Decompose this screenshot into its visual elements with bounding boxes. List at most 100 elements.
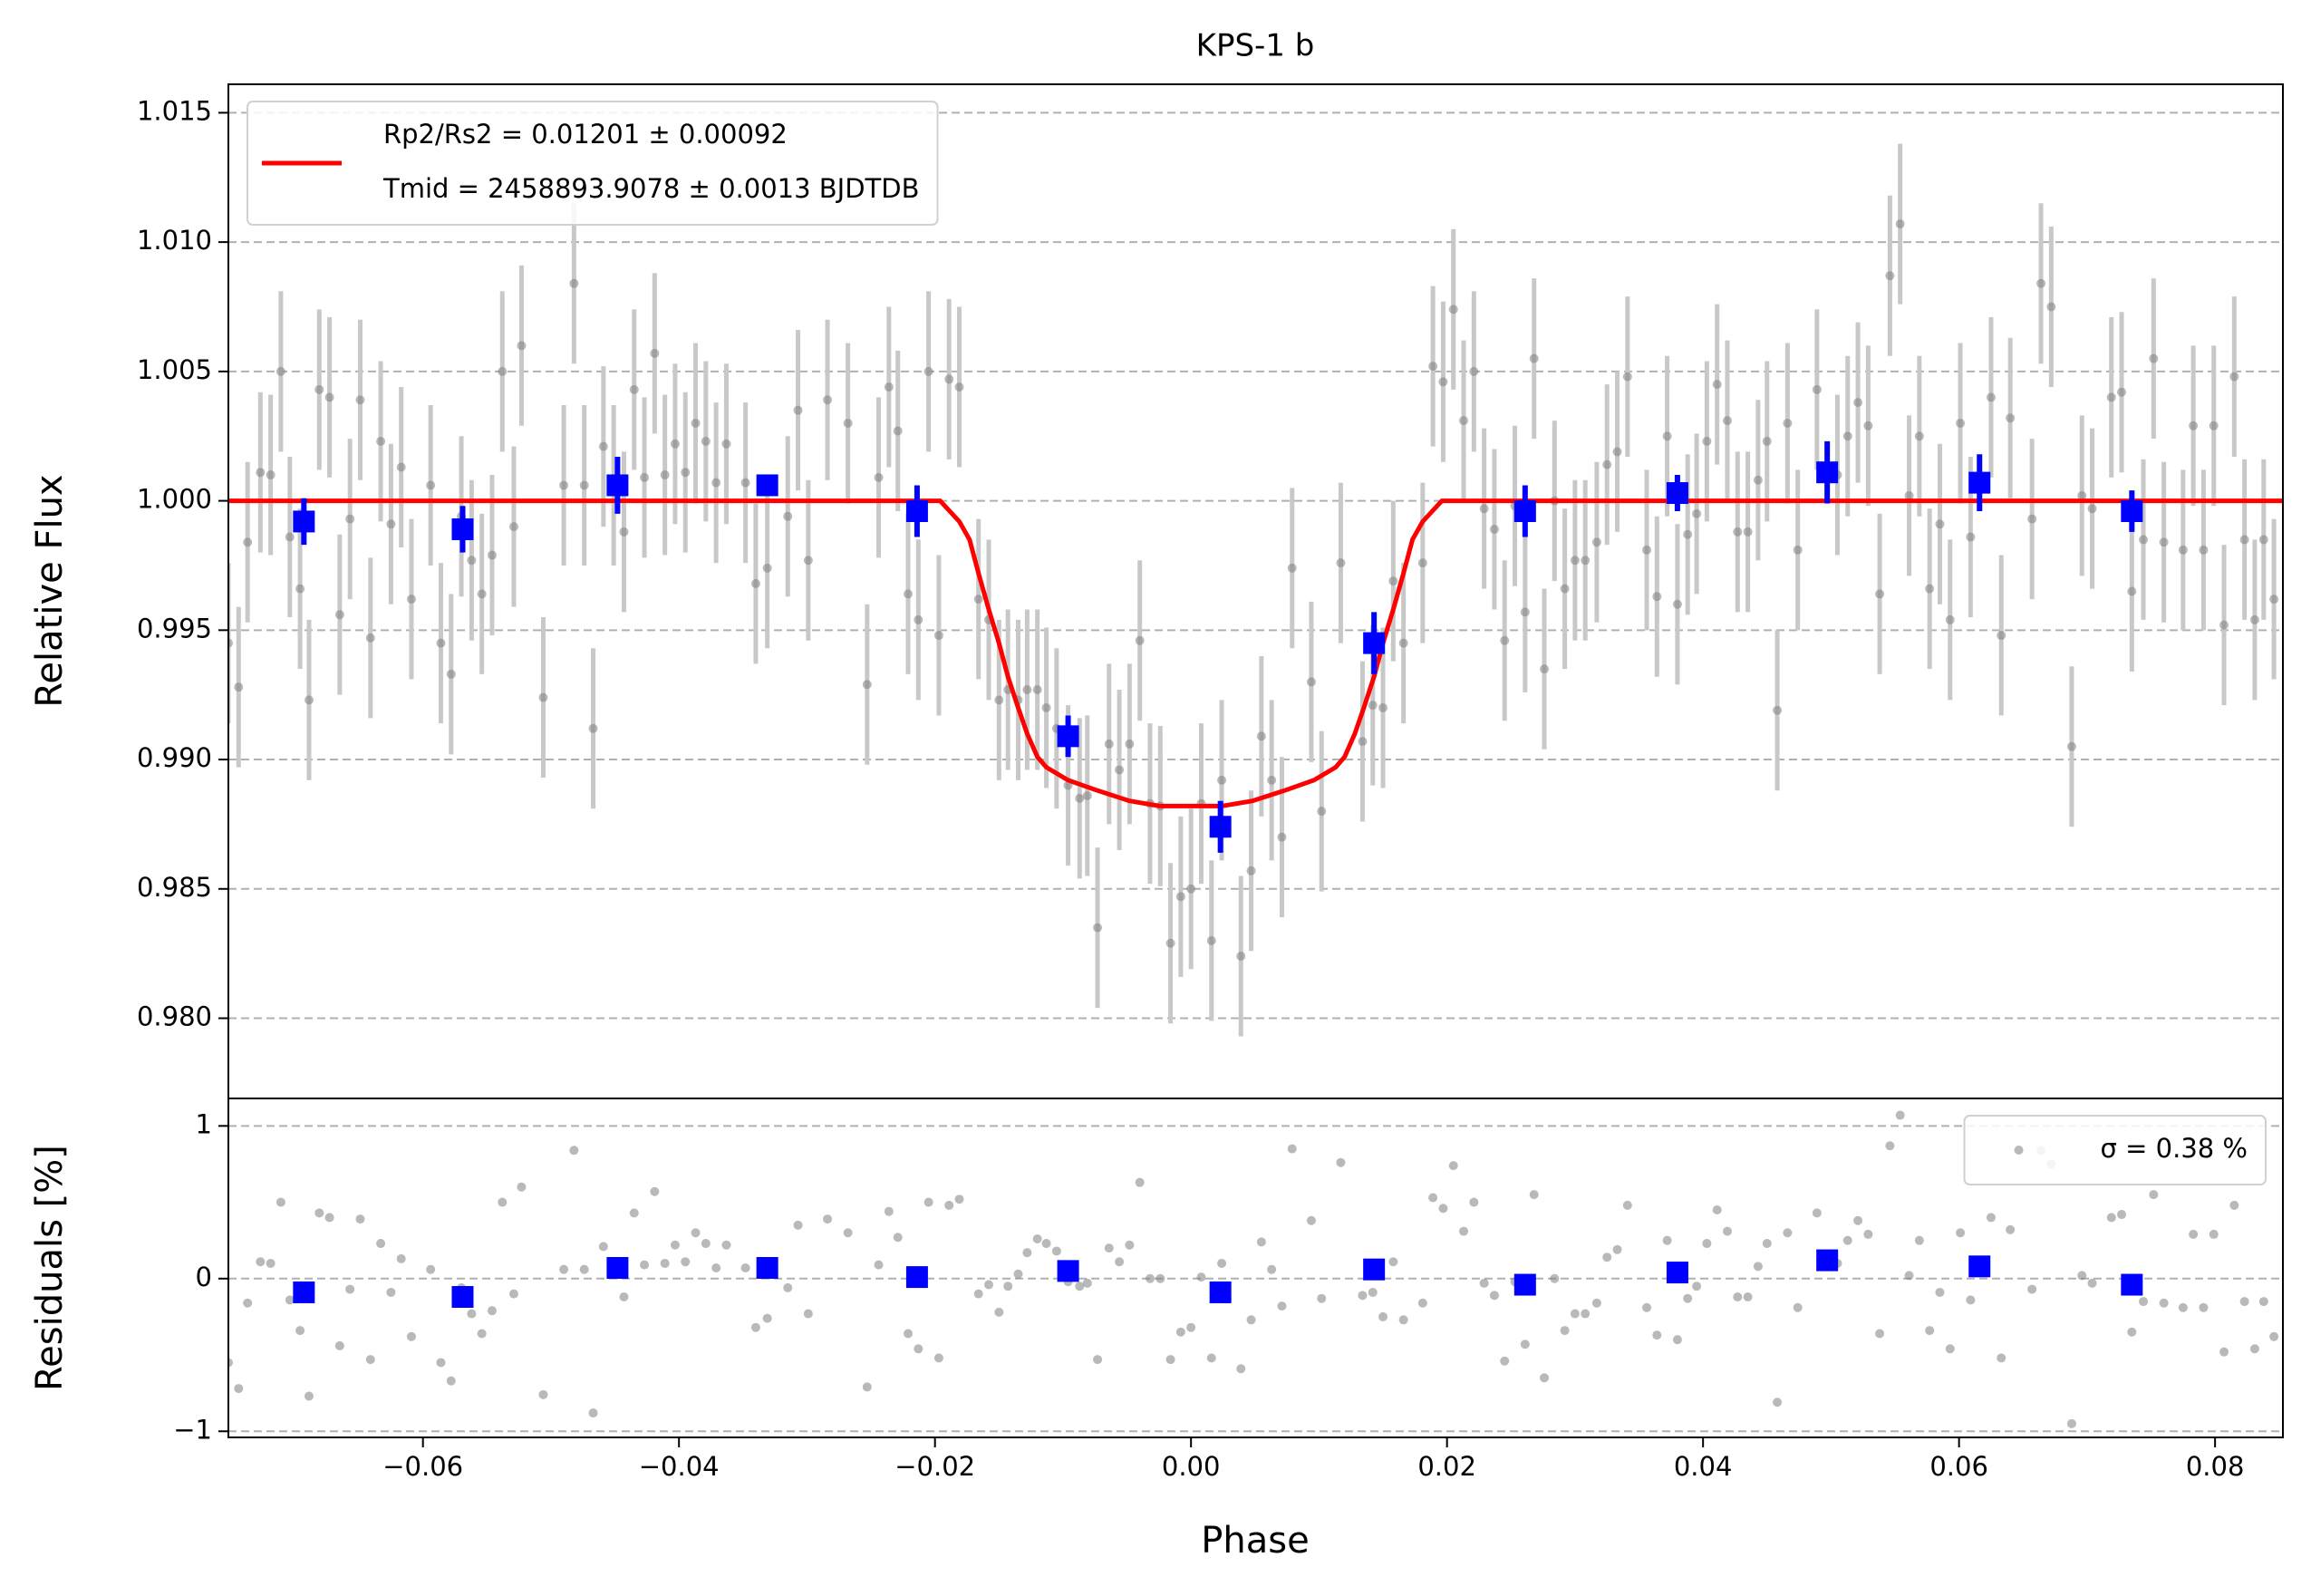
x-tick-label: 0.00 <box>1162 1451 1221 1482</box>
data-point <box>691 418 701 428</box>
data-point <box>1277 832 1287 842</box>
data-point <box>2249 614 2259 624</box>
data-point <box>984 1280 994 1290</box>
data-point <box>1448 1161 1458 1171</box>
data-point <box>2036 278 2046 288</box>
data-point <box>1997 631 2006 641</box>
data-point <box>1762 1239 1772 1249</box>
data-point <box>1236 1364 1246 1374</box>
binned-point <box>1209 1281 1232 1303</box>
data-point <box>681 1257 691 1267</box>
binned-point <box>1666 1262 1688 1284</box>
data-point <box>234 682 244 692</box>
data-point <box>2087 1278 2097 1288</box>
data-point <box>1246 866 1256 875</box>
data-point <box>660 470 670 480</box>
data-point <box>1459 1226 1469 1236</box>
data-point <box>1853 1215 1863 1225</box>
data-point <box>944 374 954 384</box>
data-point <box>1914 431 1924 441</box>
data-point <box>517 1182 527 1192</box>
data-point <box>904 1329 914 1339</box>
data-point <box>1032 1233 1042 1243</box>
data-point <box>436 1358 446 1368</box>
data-point <box>933 631 943 641</box>
data-point <box>1914 1235 1924 1245</box>
data-point <box>517 341 527 351</box>
data-point <box>1773 705 1783 715</box>
data-point <box>1145 1273 1155 1283</box>
data-point <box>874 1260 884 1270</box>
data-point <box>721 439 731 449</box>
data-point <box>396 462 406 472</box>
y-tick-label: 1 <box>196 1108 212 1139</box>
data-point <box>1945 1344 1955 1354</box>
data-point <box>1317 807 1327 817</box>
data-point <box>670 439 680 449</box>
data-point <box>973 1289 983 1299</box>
data-point <box>1093 923 1103 933</box>
data-point <box>2269 1331 2279 1341</box>
data-point <box>994 695 1004 705</box>
data-point <box>1115 765 1125 775</box>
data-point <box>1956 1228 1966 1238</box>
data-point <box>1075 793 1085 803</box>
data-point <box>2219 620 2229 630</box>
data-point <box>2027 514 2037 524</box>
data-point <box>1773 1398 1783 1407</box>
y-axis-label: Relative Flux <box>29 474 71 707</box>
data-point <box>740 1263 750 1272</box>
data-point <box>487 1306 497 1316</box>
data-point <box>803 556 813 566</box>
data-point <box>2087 504 2097 514</box>
data-point <box>1895 1110 1905 1120</box>
data-point <box>1206 935 1216 945</box>
data-point <box>1438 377 1448 387</box>
data-point <box>1733 527 1743 537</box>
data-point <box>234 1384 244 1394</box>
data-point <box>1885 271 1895 281</box>
data-point <box>954 1195 964 1204</box>
data-point <box>893 1233 903 1243</box>
data-point <box>386 1287 396 1297</box>
data-point <box>1904 1271 1914 1281</box>
data-point <box>1520 607 1530 617</box>
data-point <box>2117 387 2127 397</box>
data-point <box>1642 545 1652 555</box>
data-point <box>1378 702 1388 712</box>
data-point <box>2066 741 2076 751</box>
data-point <box>1217 775 1227 785</box>
data-point <box>2249 1344 2259 1354</box>
binned-point <box>293 510 315 533</box>
data-point <box>314 384 324 394</box>
binned-point <box>1816 1249 1839 1272</box>
data-point <box>904 589 914 599</box>
data-point <box>803 1309 813 1319</box>
data-point <box>324 392 334 402</box>
data-point <box>762 563 772 573</box>
data-point <box>2239 535 2249 545</box>
data-point <box>477 1329 487 1339</box>
binned-point <box>1513 500 1536 523</box>
data-point <box>376 1239 386 1249</box>
data-point <box>2159 1298 2169 1308</box>
data-point <box>446 669 456 679</box>
data-point <box>1581 1309 1591 1319</box>
data-point <box>1540 1373 1550 1383</box>
data-point <box>2127 586 2137 596</box>
data-point <box>2077 490 2087 500</box>
data-point <box>1368 701 1378 711</box>
binned-point <box>1057 725 1079 748</box>
data-point <box>256 468 266 478</box>
data-point <box>783 511 793 521</box>
data-point <box>1093 1355 1103 1365</box>
data-point <box>1529 353 1539 363</box>
binned-point <box>451 517 474 540</box>
data-point <box>954 382 964 392</box>
data-point <box>1581 556 1591 566</box>
data-point <box>1287 563 1297 573</box>
binned-point <box>1816 461 1839 484</box>
data-point <box>1622 1200 1632 1210</box>
data-point <box>1652 592 1662 602</box>
